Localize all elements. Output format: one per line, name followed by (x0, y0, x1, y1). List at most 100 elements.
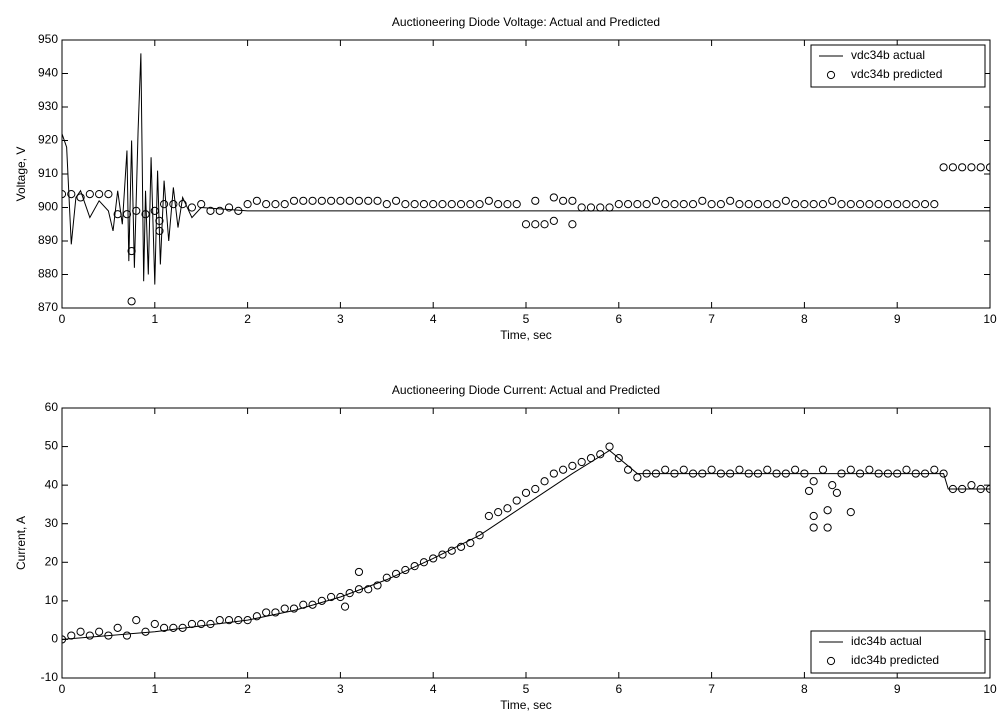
predicted-point (206, 619, 215, 629)
predicted-point (155, 226, 164, 236)
predicted-point (299, 196, 308, 205)
predicted-point (95, 190, 104, 199)
x-tick-label: 5 (523, 682, 530, 696)
predicted-point (169, 200, 178, 209)
predicted-point (215, 206, 224, 215)
predicted-point (382, 200, 391, 209)
predicted-point (791, 465, 800, 474)
predicted-point (494, 508, 503, 517)
predicted-point (735, 465, 744, 474)
predicted-point (354, 567, 364, 577)
predicted-point (874, 200, 883, 209)
predicted-point (113, 623, 122, 632)
predicted-point (531, 196, 540, 205)
predicted-point (178, 200, 187, 209)
predicted-point (605, 203, 614, 212)
y-tick-label: 950 (38, 32, 58, 46)
predicted-point (920, 469, 930, 478)
legend-label: idc34b predicted (851, 653, 939, 667)
predicted-point (234, 616, 243, 625)
predicted-point (577, 203, 586, 212)
predicted-point (633, 200, 642, 209)
predicted-point (976, 484, 985, 494)
predicted-point (549, 216, 558, 225)
predicted-point (855, 469, 865, 478)
predicted-point (159, 200, 169, 209)
predicted-point (948, 163, 957, 172)
y-tick-label: -10 (41, 670, 59, 684)
predicted-point (159, 623, 169, 632)
predicted-point (67, 631, 76, 640)
predicted-point (911, 469, 920, 478)
predicted-point (113, 210, 122, 219)
predicted-point (382, 573, 391, 582)
legend-label: vdc34b predicted (851, 67, 942, 81)
predicted-point (271, 608, 280, 617)
predicted-point (95, 627, 104, 636)
predicted-point (763, 200, 772, 209)
predicted-point (804, 486, 814, 496)
predicted-point (744, 200, 753, 209)
x-axis-label: Time, sec (500, 328, 552, 342)
predicted-point (475, 531, 484, 540)
predicted-point (726, 469, 735, 478)
x-tick-label: 7 (708, 312, 715, 326)
predicted-point (62, 635, 67, 644)
predicted-point (187, 619, 197, 629)
y-axis-label: Voltage, V (14, 147, 28, 202)
legend-marker (826, 70, 836, 80)
predicted-point (930, 465, 939, 474)
predicted-point (447, 546, 456, 555)
predicted-point (958, 484, 967, 494)
predicted-point (688, 469, 698, 478)
predicted-point (122, 210, 132, 219)
predicted-point (744, 469, 753, 478)
predicted-point (707, 465, 716, 474)
y-tick-label: 0 (51, 632, 58, 646)
predicted-point (623, 200, 633, 209)
predicted-point (67, 190, 76, 199)
predicted-point (317, 596, 326, 605)
predicted-point (484, 196, 493, 205)
predicted-point (271, 200, 280, 209)
predicted-point (855, 200, 865, 209)
predicted-point (391, 569, 401, 578)
predicted-point (340, 602, 350, 611)
predicted-point (837, 200, 846, 209)
legend-box (810, 44, 986, 88)
predicted-point (521, 488, 531, 497)
x-tick-label: 8 (801, 682, 808, 696)
predicted-point (429, 200, 438, 209)
predicted-point (503, 504, 512, 513)
predicted-point (419, 558, 429, 567)
predicted-point (577, 457, 586, 467)
x-tick-label: 10 (983, 682, 997, 696)
legend-label: idc34b actual (851, 634, 922, 648)
x-tick-label: 9 (894, 312, 901, 326)
y-tick-label: 870 (38, 300, 58, 314)
predicted-point (364, 585, 373, 594)
predicted-point (679, 200, 688, 209)
x-tick-label: 4 (430, 312, 437, 326)
predicted-point (401, 200, 410, 209)
predicted-point (679, 465, 688, 474)
predicted-point (456, 200, 466, 209)
predicted-point (633, 473, 642, 482)
predicted-point (280, 200, 289, 209)
predicted-point (596, 450, 605, 459)
predicted-point (466, 538, 475, 548)
predicted-point (197, 200, 206, 209)
predicted-point (354, 196, 364, 205)
predicted-point (327, 196, 336, 205)
predicted-point (763, 465, 772, 474)
predicted-point (823, 506, 832, 515)
predicted-point (893, 200, 902, 209)
predicted-point (262, 608, 271, 617)
predicted-point (373, 196, 382, 205)
predicted-point (985, 484, 990, 494)
predicted-point (252, 612, 261, 621)
x-tick-label: 2 (244, 312, 251, 326)
predicted-point (605, 442, 614, 451)
x-tick-label: 7 (708, 682, 715, 696)
predicted-point (104, 190, 113, 199)
